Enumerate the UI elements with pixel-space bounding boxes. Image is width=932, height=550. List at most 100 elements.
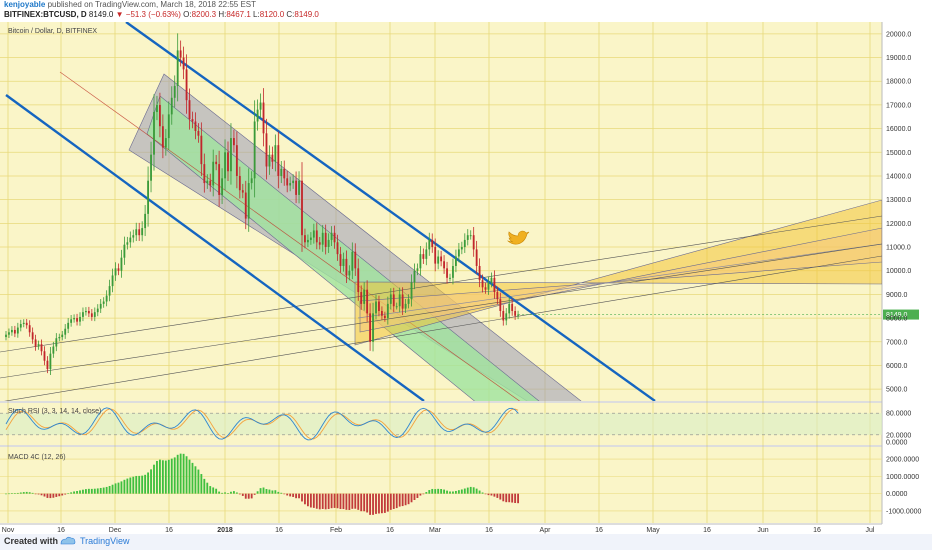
x-tick-label: Nov [2,527,15,534]
x-tick-label: 16 [275,527,283,534]
candle-body [333,232,336,243]
macd-bar [191,462,194,494]
candle-body [262,102,265,134]
author-link[interactable]: kenjoyable [4,0,46,9]
macd-bar [132,476,135,494]
candle-body [247,183,250,219]
macd-bar [283,493,286,495]
y-tick-label: 19000.0 [886,55,911,62]
candle-body [434,247,437,264]
publish-info: kenjoyable published on TradingView.com,… [4,0,256,9]
macd-bar [173,457,176,494]
macd-bar [336,493,339,509]
macd-bar [76,491,78,494]
macd-tick-label: 2000.0000 [886,457,919,464]
macd-bar [366,493,369,513]
macd-bar [22,492,25,494]
macd-bar [312,493,315,508]
candle-body [167,114,170,139]
macd-bar [123,479,126,494]
macd-bar [179,453,182,494]
macd-bar [324,493,327,510]
candle-body [161,126,164,148]
y-tick-label: 11000.0 [886,245,911,252]
macd-bar [185,456,188,494]
macd-bar [82,489,84,494]
x-tick-label: 16 [386,527,394,534]
candle-body [253,121,256,179]
macd-bar [79,490,81,494]
x-tick-label: Mar [429,527,442,534]
change-down-icon: ▼ [115,10,124,19]
stoch-title: Stoch RSI (3, 3, 14, 14, close) [8,408,101,415]
macd-bar [401,493,404,507]
y-tick-label: 12000.0 [886,221,911,228]
price-change: −51.3 (−0.63%) [125,10,181,19]
macd-bar [386,493,389,512]
macd-bar [141,475,144,494]
candle-body [469,235,472,237]
last-price-label: 8149.0 [886,312,908,319]
candle-body [440,256,443,262]
candle-body [256,109,259,122]
macd-bar [357,493,360,510]
macd-bar [233,491,235,494]
x-tick-label: Feb [330,527,342,534]
macd-bar [11,493,13,494]
macd-tick-label: 1000.0000 [886,474,919,481]
macd-bar [206,482,209,494]
candle-body [227,152,229,172]
macd-bar [13,493,16,494]
candle-body [407,299,410,304]
macd-bar [392,493,395,509]
x-tick-label: May [646,527,660,534]
macd-bar [262,487,265,494]
x-tick-label: 16 [165,527,173,534]
candle-body [437,256,440,264]
candle-body [176,50,179,86]
candle-body [457,249,460,257]
candle-body [244,192,247,219]
chart-canvas[interactable]: 8149.0 Nov 16 Dec 16 2018 16 Feb 16 Mar 16 Apr 16 Ma… [0,22,932,534]
candle-body [307,239,309,243]
candle-body [330,232,333,240]
macd-bar [502,493,505,502]
macd-bar [147,472,149,494]
candle-body [159,104,161,127]
ascending-fork-core [359,227,882,333]
macd-bar [304,493,306,505]
symbol-label[interactable]: BITFINEX:BTCUSD, D [4,10,87,19]
macd-tick-label: 0.0000 [886,491,908,498]
macd-bar [369,493,371,515]
y-tick-label: 6000.0 [886,363,908,370]
macd-bar [422,493,425,495]
macd-bar [111,484,114,494]
candle-body [31,332,34,340]
low-label: L: [253,10,260,19]
candle-body [191,119,194,122]
candle-body [360,292,363,304]
macd-bar [333,493,336,508]
macd-bar [197,469,200,494]
tradingview-brand[interactable]: TradingView [80,536,130,546]
macd-bar [52,493,55,498]
macd-bar [416,493,419,498]
macd-bar [31,492,34,494]
macd-bar [321,493,324,509]
macd-bar [218,491,221,494]
candle-body [428,239,431,250]
macd-bar [378,493,380,514]
macd-bar [259,488,262,494]
candle-body [392,294,395,307]
macd-bar [58,493,61,497]
main-chart-title: Bitcoin / Dollar, D, BITFINEX [8,28,97,35]
candle-body [52,346,55,354]
candle-body [315,230,318,243]
candle-body [224,152,226,179]
candle-body [472,235,475,250]
macd-bar [407,493,410,505]
macd-bar [253,493,256,495]
macd-bar [182,453,185,494]
macd-bar [381,493,383,514]
macd-bar [159,459,161,494]
